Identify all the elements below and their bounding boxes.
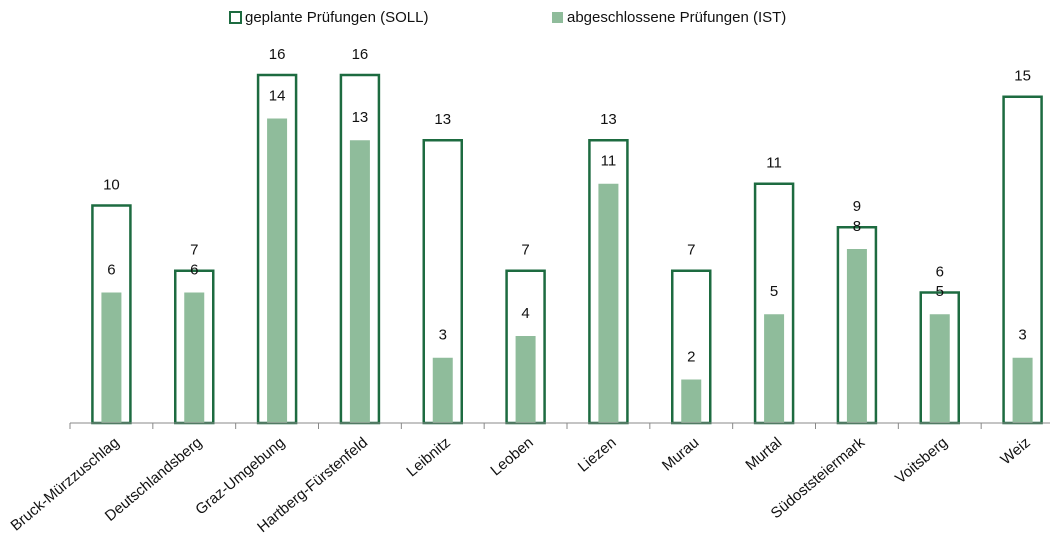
- bar-ist: [1012, 357, 1033, 423]
- bar-ist: [267, 118, 288, 423]
- value-label: 13: [600, 111, 617, 128]
- bar-ist: [515, 336, 536, 423]
- bar-ist: [846, 249, 867, 423]
- bar-ist: [929, 314, 950, 423]
- value-label: 9: [853, 198, 861, 215]
- value-label: 16: [352, 46, 369, 63]
- x-tick-label: Weiz: [997, 434, 1033, 468]
- value-label: 6: [190, 261, 198, 278]
- bar-ist: [681, 379, 702, 423]
- value-label: 15: [1014, 68, 1031, 85]
- value-label: 8: [853, 218, 861, 235]
- bar-ist: [432, 357, 453, 423]
- legend-swatch: [229, 11, 242, 24]
- legend-label: geplante Prüfungen (SOLL): [245, 9, 428, 26]
- bar-ist: [101, 292, 122, 423]
- x-tick-label: Murtal: [742, 434, 785, 474]
- bar-ist: [598, 183, 619, 423]
- value-label: 11: [766, 155, 782, 172]
- value-label: 13: [352, 109, 369, 126]
- value-label: 14: [269, 87, 286, 104]
- x-tick-label: Voitsberg: [892, 434, 951, 487]
- legend-swatch: [552, 12, 563, 23]
- value-label: 7: [687, 242, 695, 259]
- value-label: 6: [936, 263, 944, 280]
- value-label: 3: [1018, 327, 1026, 344]
- x-tick-label: Murau: [659, 434, 703, 474]
- value-label: 10: [103, 176, 120, 193]
- x-tick-label: Bruck-Mürzzuschlag: [8, 434, 123, 534]
- value-label: 5: [770, 283, 778, 300]
- value-label: 13: [434, 111, 451, 128]
- value-label: 7: [190, 242, 198, 259]
- value-label: 3: [439, 327, 447, 344]
- bar-ist: [764, 314, 785, 423]
- value-label: 5: [936, 283, 944, 300]
- value-label: 11: [601, 153, 617, 170]
- value-label: 2: [687, 348, 695, 365]
- bar-ist: [349, 140, 370, 423]
- value-label: 16: [269, 46, 286, 63]
- x-tick-label: Liezen: [575, 434, 620, 475]
- value-label: 7: [521, 242, 529, 259]
- legend-label: abgeschlossene Prüfungen (IST): [567, 9, 786, 26]
- value-label: 6: [107, 261, 115, 278]
- x-tick-label: Leoben: [487, 434, 536, 479]
- bar-ist: [184, 292, 205, 423]
- x-tick-label: Leibnitz: [403, 434, 454, 480]
- value-label: 4: [521, 305, 529, 322]
